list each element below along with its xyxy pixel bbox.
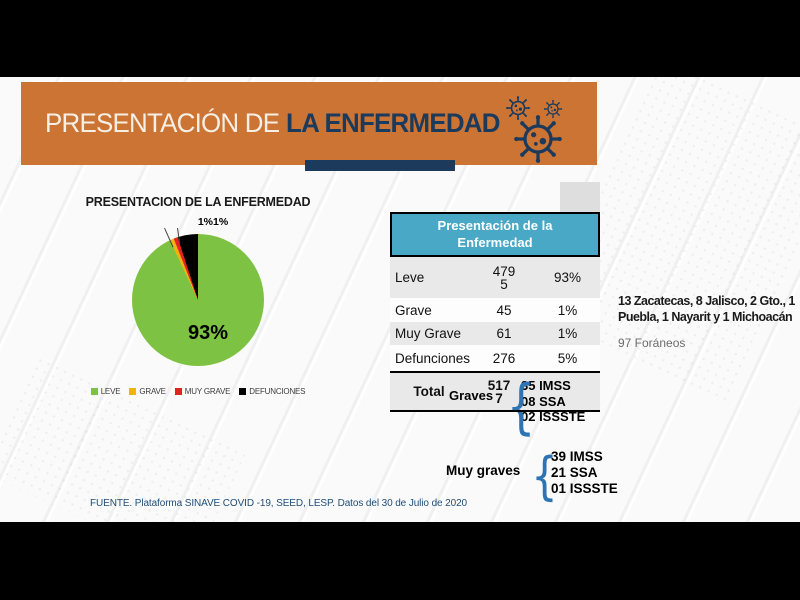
legend-label: DEFUNCIONES [249, 387, 306, 396]
page-title-emphasis: LA ENFERMEDAD [286, 108, 500, 138]
legend-swatch [239, 388, 247, 395]
row-label: Leve [395, 270, 425, 285]
legend-swatch [174, 388, 182, 395]
navy-accent-bar [305, 160, 455, 171]
page-title: PRESENTACIÓN DE LA ENFERMEDAD [45, 82, 500, 165]
row-label: Defunciones [395, 350, 471, 366]
legend-item: LEVE [90, 387, 121, 396]
table-header: Presentación de la Enfermedad [390, 212, 600, 257]
table-row: Muy Grave 61 1% [390, 322, 600, 345]
states-note: 13 Zacatecas, 8 Jalisco, 2 Gto., 1 Puebl… [618, 294, 795, 324]
legend-item: MUY GRAVE [174, 387, 231, 396]
legend-label: MUY GRAVE [184, 387, 231, 396]
graves-label: Graves [449, 388, 494, 403]
table-bottom-border [390, 410, 600, 412]
row-percent: 93% [553, 270, 582, 285]
muy-graves-breakdown: 39 IMSS 21 SSA 01 ISSSTE [551, 449, 618, 497]
legend-item: DEFUNCIONES [239, 387, 305, 396]
bracket-icon [507, 374, 536, 440]
muy-graves-label: Muy graves [446, 463, 521, 478]
pie-big-slice-label: 93% [187, 322, 229, 344]
row-label: Grave [395, 302, 432, 318]
pie-chart [132, 234, 264, 366]
breakdown-item: 01 ISSSTE [551, 481, 618, 496]
row-label: Muy Grave [395, 326, 462, 341]
presentation-slide: PRESENTACIÓN DE LA ENFERMEDAD PRESENTACI… [0, 77, 800, 522]
table-row: Leve 479 5 93% [390, 257, 600, 298]
pie-legend: LEVE GRAVE MUY GRAVE DEFUNCIONES [48, 387, 348, 396]
legend-label: LEVE [100, 387, 121, 396]
legend-label: GRAVE [139, 387, 166, 396]
table-row: Grave 45 1% [390, 298, 600, 322]
breakdown-item: 39 IMSS [551, 449, 603, 464]
title-banner: PRESENTACIÓN DE LA ENFERMEDAD [21, 82, 597, 165]
legend-item: GRAVE [129, 387, 166, 396]
row-percent: 5% [557, 350, 578, 366]
bracket-icon [531, 448, 557, 506]
breakdown-item: 21 SSA [551, 465, 598, 480]
legend-swatch [129, 388, 137, 395]
legend-swatch [90, 388, 98, 395]
row-percent: 1% [557, 326, 578, 341]
foraneos-note: 97 Foráneos [618, 336, 686, 350]
source-note: FUENTE. Plataforma SINAVE COVID -19, SEE… [90, 498, 468, 509]
table-row: Defunciones 276 5% [390, 345, 600, 371]
page-title-prefix: PRESENTACIÓN DE [45, 108, 280, 138]
row-value: 479 5 [492, 263, 516, 292]
chart-title: PRESENTACION DE LA ENFERMEDAD [85, 195, 311, 209]
dotted-texture-bottom-left [0, 354, 247, 522]
row-value: 276 [492, 350, 516, 366]
row-percent: 1% [557, 302, 578, 318]
pie-small-slice-labels: 1%1% [197, 216, 229, 228]
virus-icon [512, 113, 564, 165]
row-value: 45 [496, 302, 512, 318]
row-value: 61 [496, 326, 512, 341]
